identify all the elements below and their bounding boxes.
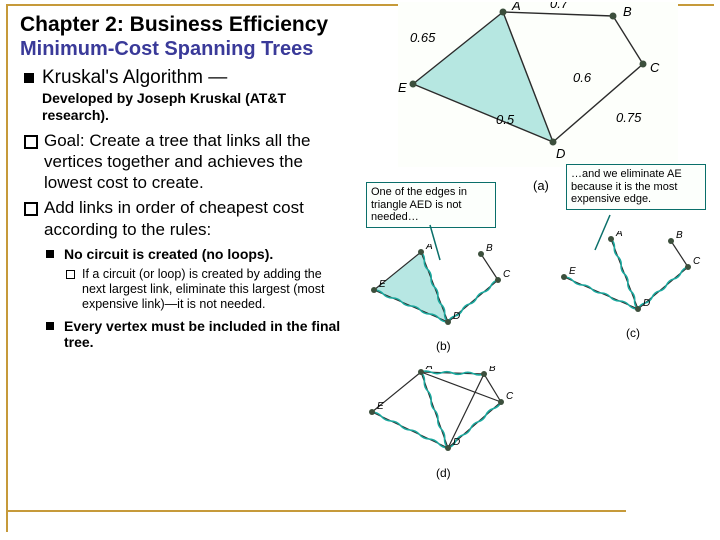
bullet-level4-list: If a circuit (or loop) is created by add… <box>64 267 344 312</box>
svg-text:0.7: 0.7 <box>550 2 569 11</box>
bullet-add-text: Add links in order of cheapest cost acco… <box>44 198 304 238</box>
bullet-loop: If a circuit (or loop) is created by add… <box>64 267 344 312</box>
svg-text:D: D <box>453 437 460 448</box>
svg-text:0.65: 0.65 <box>410 30 436 45</box>
annotation-box-b: …and we eliminate AE because it is the m… <box>566 164 706 210</box>
bullet-loop-text: If a circuit (or loop) is created by add… <box>82 267 324 311</box>
svg-text:A: A <box>425 244 433 252</box>
bullet-add: Add links in order of cheapest cost acco… <box>20 197 350 351</box>
svg-text:C: C <box>506 391 514 402</box>
figure-graph-c: A B C D E (c) <box>556 231 706 341</box>
svg-text:0.6: 0.6 <box>573 70 592 85</box>
bullet-kruskal-text: Kruskal's Algorithm — <box>42 67 227 88</box>
developer-note: Developed by Joseph Kruskal (AT&T resear… <box>42 90 342 124</box>
bullet-goal-text: Goal: Create a tree that links all the v… <box>44 131 310 193</box>
svg-text:(b): (b) <box>436 339 451 353</box>
svg-text:A: A <box>615 231 623 239</box>
svg-text:B: B <box>676 231 683 241</box>
svg-text:A: A <box>511 2 521 13</box>
svg-text:C: C <box>650 60 660 75</box>
svg-text:A: A <box>425 366 433 372</box>
annotation-a-text: One of the edges in triangle AED is not … <box>371 186 467 223</box>
annotation-box-a: One of the edges in triangle AED is not … <box>366 182 496 228</box>
svg-text:D: D <box>556 146 565 161</box>
svg-text:B: B <box>489 366 496 374</box>
bullet-everyvertex-text: Every vertex must be included in the fin… <box>64 318 340 351</box>
figure-graph-b: A B C D E (b) <box>366 244 516 354</box>
svg-text:E: E <box>569 266 576 277</box>
svg-text:E: E <box>398 80 407 95</box>
annotation-b-text: …and we eliminate AE because it is the m… <box>571 168 682 205</box>
bullet-nocircuit-text: No circuit is created (no loops). <box>64 246 273 262</box>
slide-frame: Chapter 2: Business Efficiency Minimum-C… <box>6 4 714 532</box>
svg-text:D: D <box>643 298 650 309</box>
figure-a-tag-text: (a) <box>533 178 549 193</box>
svg-text:E: E <box>379 279 386 290</box>
svg-text:E: E <box>377 401 384 412</box>
svg-text:0.75: 0.75 <box>616 110 642 125</box>
figure-a-tag: (a) <box>533 178 549 193</box>
svg-text:C: C <box>693 256 701 267</box>
bullet-nocircuit: No circuit is created (no loops). If a c… <box>44 246 344 312</box>
bullet-goal: Goal: Create a tree that links all the v… <box>20 130 350 194</box>
svg-text:D: D <box>453 311 460 322</box>
bullet-everyvertex: Every vertex must be included in the fin… <box>44 318 344 352</box>
bullet-level3-list: No circuit is created (no loops). If a c… <box>44 246 350 351</box>
svg-text:0.5: 0.5 <box>496 112 515 127</box>
svg-text:C: C <box>503 269 511 280</box>
svg-text:B: B <box>623 4 632 19</box>
figure-graph-a: 0.7 0.65 0.6 0.5 0.75 A B C D E <box>398 2 678 167</box>
svg-text:(d): (d) <box>436 466 451 480</box>
svg-text:B: B <box>486 244 493 254</box>
figure-graph-d: A B C D E (d) <box>366 366 526 481</box>
svg-text:(c): (c) <box>626 326 640 340</box>
